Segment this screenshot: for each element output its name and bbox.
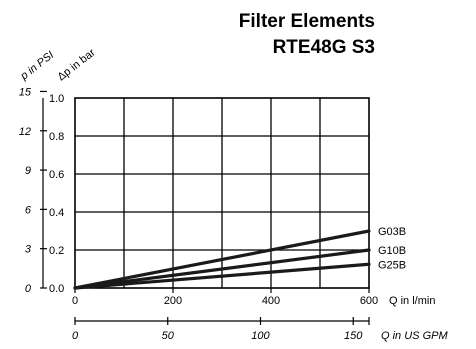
- series-label: G25B: [378, 259, 406, 271]
- gpm-tick-label: 150: [344, 330, 363, 342]
- y-tick-label-bar: 0.2: [49, 245, 64, 257]
- gpm-tick-label: 100: [251, 330, 270, 342]
- y-tick-label-bar: 0.8: [49, 131, 64, 143]
- y-tick-label-bar: 0.6: [49, 169, 64, 181]
- chart-title: Filter Elements: [239, 11, 375, 32]
- y-axis-label-psi: p in PSI: [18, 49, 57, 83]
- series-label: G03B: [378, 226, 406, 238]
- y-tick-label-bar: 0.0: [49, 283, 64, 295]
- y-tick-label-bar: 0.4: [49, 207, 64, 219]
- gpm-axis-label: Q in US GPM: [381, 330, 448, 342]
- x-tick-label: 0: [72, 295, 78, 307]
- y-tick-label-psi: 3: [25, 244, 32, 256]
- y-tick-label-psi: 9: [25, 165, 31, 177]
- plot-area: 0 3 6 9 12 15 0.0 0.2 0.4 0.6 0.8 1.0 0 200 400 600 Q in…: [19, 86, 449, 342]
- chart-subtitle: RTE48G S3: [273, 37, 375, 58]
- series-line: [73, 248, 371, 290]
- gpm-tick-label: 50: [162, 330, 175, 342]
- series-line: [73, 229, 371, 290]
- y-tick-label-psi: 12: [19, 126, 31, 138]
- series-label: G10B: [378, 245, 406, 257]
- y-tick-label-bar: 1.0: [49, 93, 64, 105]
- x-tick-label: 600: [360, 295, 378, 307]
- y-tick-label-psi: 6: [25, 204, 32, 216]
- y-axis-label-bar: Δp in bar: [55, 47, 97, 84]
- x-tick-label: 400: [262, 295, 280, 307]
- y-tick-label-psi: 15: [19, 86, 32, 98]
- plot-frame: [74, 97, 370, 289]
- x-axis-label: Q in l/min: [389, 295, 435, 307]
- x-tick-label: 200: [164, 295, 182, 307]
- gpm-tick-label: 0: [72, 330, 79, 342]
- series-line: [73, 262, 371, 290]
- y-tick-label-psi: 0: [25, 283, 32, 295]
